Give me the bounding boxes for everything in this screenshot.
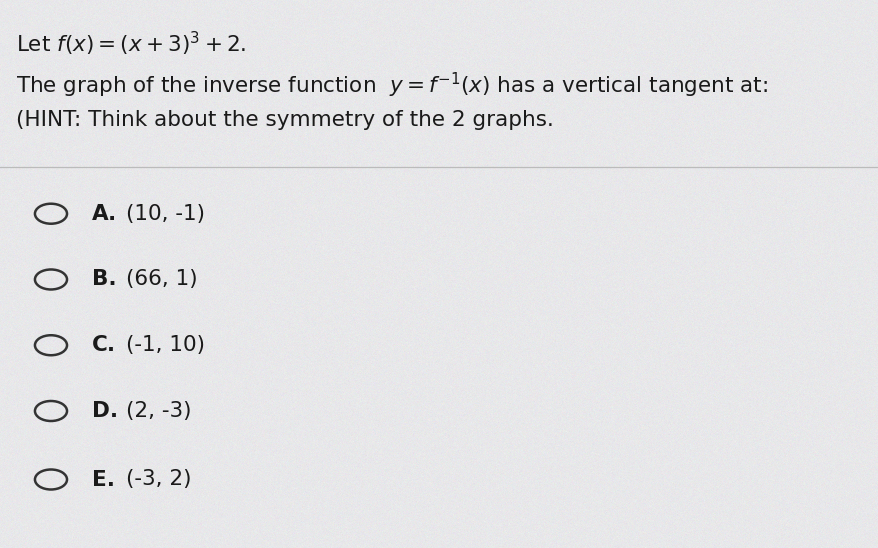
Text: B.: B. bbox=[92, 270, 117, 289]
Text: (2, -3): (2, -3) bbox=[126, 401, 191, 421]
Text: (66, 1): (66, 1) bbox=[126, 270, 197, 289]
Text: Let $f(x) = (x + 3)^3 + 2.$: Let $f(x) = (x + 3)^3 + 2.$ bbox=[16, 30, 246, 58]
Text: (-1, 10): (-1, 10) bbox=[126, 335, 205, 355]
Text: A.: A. bbox=[92, 204, 118, 224]
Text: E.: E. bbox=[92, 470, 115, 489]
Text: (10, -1): (10, -1) bbox=[126, 204, 205, 224]
Text: (-3, 2): (-3, 2) bbox=[126, 470, 191, 489]
Text: D.: D. bbox=[92, 401, 119, 421]
Text: (HINT: Think about the symmetry of the 2 graphs.: (HINT: Think about the symmetry of the 2… bbox=[16, 110, 553, 129]
Text: The graph of the inverse function  $y = f^{-1}(x)$ has a vertical tangent at:: The graph of the inverse function $y = f… bbox=[16, 71, 766, 100]
Text: C.: C. bbox=[92, 335, 116, 355]
